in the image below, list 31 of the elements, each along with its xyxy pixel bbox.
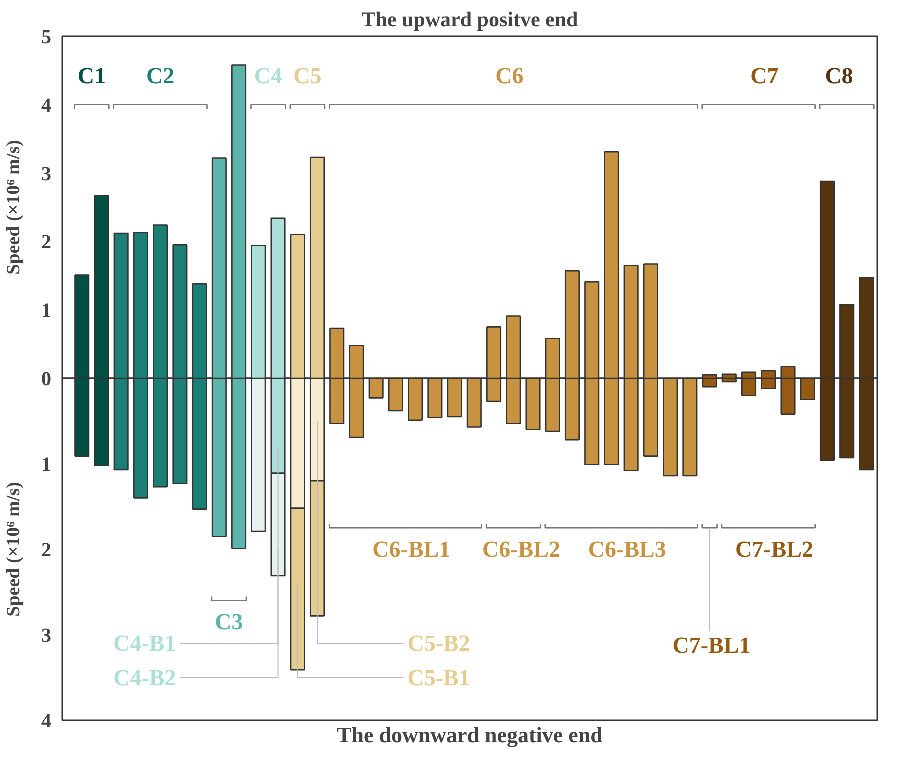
annotation: C7-BL2 (736, 537, 814, 562)
annotation: C5-B1 (408, 665, 470, 690)
y-tick-label: 5 (42, 26, 52, 48)
x-axis-title: The downward negative end (337, 722, 603, 748)
annotation: C4 (254, 64, 284, 89)
annotation: C1 (78, 64, 106, 89)
y-tick-label: 2 (42, 540, 52, 562)
annotation: C8 (825, 64, 854, 89)
annotation: C6-BL2 (482, 537, 560, 562)
y-tick-label: 1 (42, 454, 52, 476)
annotation: C7 (750, 64, 779, 89)
annotation: C6-BL1 (372, 537, 451, 562)
chart-title: The upward positve end (362, 8, 579, 32)
y-tick-label: 0 (42, 368, 52, 390)
y-tick-label: 1 (42, 300, 52, 322)
annotation: C7-BL1 (672, 632, 751, 658)
annotation: C3 (215, 610, 244, 635)
annotation: C2 (146, 64, 175, 89)
y-tick-label: 2 (42, 232, 52, 254)
annotation: C4-B1 (114, 631, 176, 656)
annotation: C6-BL3 (588, 537, 666, 562)
y-tick-label: 3 (42, 163, 52, 186)
annotation: C4-B2 (114, 665, 176, 690)
annotation: C5-B2 (408, 631, 470, 656)
y-axis-title: Speed (×10⁶ m/s) (4, 482, 24, 617)
annotation: C5 (294, 64, 322, 89)
annotation: C6 (496, 64, 524, 89)
y-tick-label: 3 (42, 625, 52, 647)
y-tick-label: 4 (42, 94, 52, 117)
y-tick-label: 4 (42, 710, 52, 732)
y-axis-title: Speed (×10⁶ m/s) (4, 140, 24, 275)
